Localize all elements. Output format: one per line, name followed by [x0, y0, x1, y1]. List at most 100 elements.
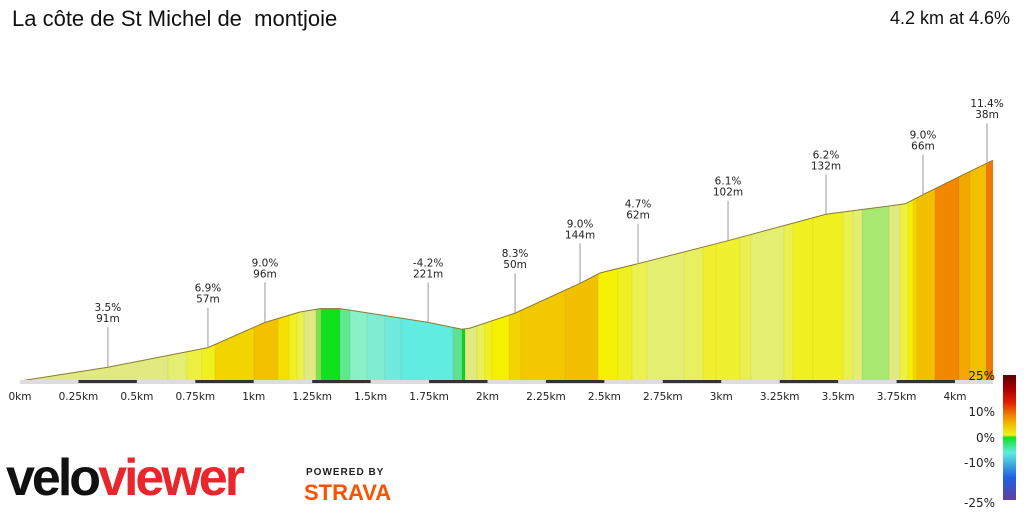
profile-segment — [739, 160, 752, 381]
distance-bar-dark-segment — [779, 380, 839, 383]
annotation-length: 66m — [911, 141, 935, 153]
profile-segment — [792, 160, 814, 381]
x-tick-label: 0.25km — [59, 391, 99, 403]
x-tick-label: 2km — [476, 391, 499, 403]
strava-logo: STRAVA — [304, 480, 392, 505]
x-tick-label: 2.75km — [643, 391, 683, 403]
distance-bar-dark-segment — [896, 380, 955, 383]
profile-segments — [20, 160, 994, 381]
profile-segment — [452, 160, 463, 381]
x-tick-label: 0.75km — [175, 391, 215, 403]
profile-segment — [296, 160, 305, 381]
distance-bar-dark-segment — [545, 380, 605, 383]
x-tick-label: 0.5km — [120, 391, 153, 403]
profile-segment — [969, 160, 987, 381]
annotation-grade: 3.5% — [95, 302, 122, 314]
annotation-length: 132m — [811, 160, 841, 172]
distance-bar-dark-segment — [78, 380, 137, 383]
profile-segment — [508, 160, 522, 381]
profile-segment — [750, 160, 785, 381]
profile-segment — [520, 160, 566, 381]
x-tick-label: 3.75km — [877, 391, 917, 403]
x-tick-label: 3km — [710, 391, 733, 403]
powered-by-label: POWERED BY — [306, 467, 385, 478]
profile-segment — [985, 160, 994, 381]
profile-segment — [783, 160, 794, 381]
profile-segment — [597, 160, 619, 381]
profile-segment — [812, 160, 844, 381]
profile-segment — [349, 160, 368, 381]
colorscale-label: -10% — [964, 456, 995, 470]
profile-segment — [303, 160, 317, 381]
profile-segment — [888, 160, 901, 381]
annotation-grade: 4.7% — [625, 199, 652, 211]
colorscale-label: -25% — [964, 496, 995, 510]
annotation-length: 50m — [503, 259, 527, 271]
annotation-length: 144m — [565, 229, 595, 241]
climb-summary: 4.2 km at 4.6% — [889, 8, 1010, 28]
colorscale-bar — [1003, 375, 1016, 500]
profile-segment — [476, 160, 486, 381]
annotation-grade: 8.3% — [502, 248, 529, 260]
profile-segment — [464, 160, 478, 381]
profile-segment — [934, 160, 960, 381]
profile-segment — [852, 160, 863, 381]
profile-segment — [491, 160, 510, 381]
annotation-grade: 6.2% — [813, 149, 840, 161]
profile-segment — [617, 160, 633, 381]
annotation-length: 96m — [253, 268, 277, 280]
profile-segment — [201, 160, 216, 381]
annotation-length: 91m — [96, 313, 120, 325]
annotation-grade: 6.1% — [715, 176, 742, 188]
profile-segment — [484, 160, 493, 381]
x-tick-label: 1km — [242, 391, 265, 403]
annotation-grade: 9.0% — [567, 218, 594, 230]
profile-segment — [842, 160, 854, 381]
distance-bar — [20, 380, 994, 384]
annotation-length: 62m — [626, 210, 650, 222]
colorscale-label: 10% — [968, 405, 995, 419]
x-tick-label: 3.5km — [822, 391, 855, 403]
distance-bar-dark-segment — [312, 380, 371, 383]
annotation-grade: -4.2% — [413, 257, 443, 269]
annotation-grade: 9.0% — [910, 130, 937, 142]
page-title: La côte de St Michel de montjoie — [12, 6, 338, 31]
annotation-length: 38m — [975, 109, 999, 121]
profile-segment — [214, 160, 255, 381]
annotation-grade: 9.0% — [252, 257, 279, 269]
annotation-length: 102m — [713, 187, 743, 199]
logo-viewer: viewer — [98, 449, 245, 507]
profile-segment — [20, 160, 169, 381]
profile-segment — [167, 160, 188, 381]
profile-segment — [958, 160, 971, 381]
x-tick-label: 0km — [9, 391, 32, 403]
x-tick-label: 2.5km — [588, 391, 621, 403]
colorscale-label: 0% — [976, 431, 995, 445]
profile-segment — [253, 160, 279, 381]
x-tick-label: 1.5km — [354, 391, 387, 403]
profile-segment — [702, 160, 717, 381]
annotation-grade: 11.4% — [970, 98, 1003, 110]
annotation-length: 57m — [196, 294, 220, 306]
profile-segment — [631, 160, 648, 381]
profile-segment — [366, 160, 386, 381]
profile-segment — [339, 160, 351, 381]
distance-bar-dark-segment — [429, 380, 488, 383]
x-tick-label: 3.25km — [760, 391, 800, 403]
profile-segment — [646, 160, 685, 381]
profile-segment — [384, 160, 402, 381]
colorscale-label: 25% — [968, 369, 995, 383]
profile-segment — [320, 160, 341, 381]
profile-segment — [315, 160, 322, 381]
distance-bar-dark-segment — [195, 380, 254, 383]
distance-bar-dark-segment — [662, 380, 722, 383]
x-tick-label: 4km — [944, 391, 967, 403]
profile-segment — [400, 160, 454, 381]
profile-segment — [899, 160, 909, 381]
annotation-grade: 6.9% — [195, 283, 222, 295]
x-tick-label: 1.25km — [292, 391, 332, 403]
veloviewer-logo: veloviewer — [6, 449, 245, 507]
profile-segment — [186, 160, 203, 381]
x-tick-label: 2.25km — [526, 391, 566, 403]
